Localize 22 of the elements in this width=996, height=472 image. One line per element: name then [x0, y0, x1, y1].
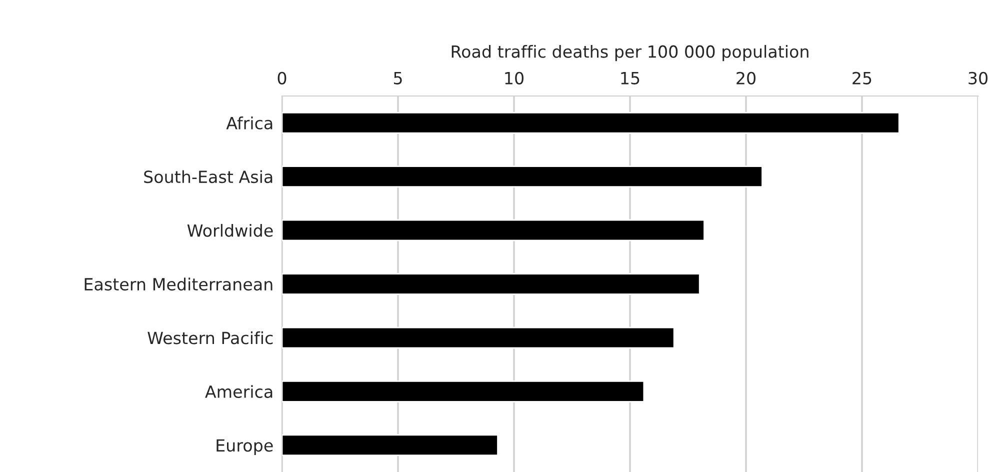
x-axis-title: Road traffic deaths per 100 000 population	[452, 44, 808, 62]
x-tick-label: 0	[278, 72, 286, 84]
y-tick-label: Western Pacific	[148, 331, 273, 344]
y-tick-label: Eastern Mediterranean	[84, 278, 272, 291]
x-tick-label: 30	[968, 72, 988, 84]
bar	[282, 219, 705, 242]
x-tick-label: 15	[621, 72, 640, 84]
bar	[282, 112, 900, 134]
x-tick-label: 5	[394, 72, 402, 84]
bar	[282, 273, 700, 295]
y-tick-label: Africa	[226, 116, 272, 130]
x-tick-label: 10	[505, 72, 524, 84]
y-tick-label: America	[205, 385, 272, 398]
x-tick-label: 25	[852, 72, 872, 84]
bar	[282, 434, 498, 456]
bar	[282, 326, 675, 349]
y-tick-label: Europe	[216, 439, 273, 455]
bar	[282, 380, 645, 402]
x-tick-label: 20	[736, 72, 756, 84]
y-tick-label: Worldwide	[187, 224, 273, 237]
y-tick-label: South-East Asia	[144, 170, 272, 184]
bar	[282, 166, 763, 188]
